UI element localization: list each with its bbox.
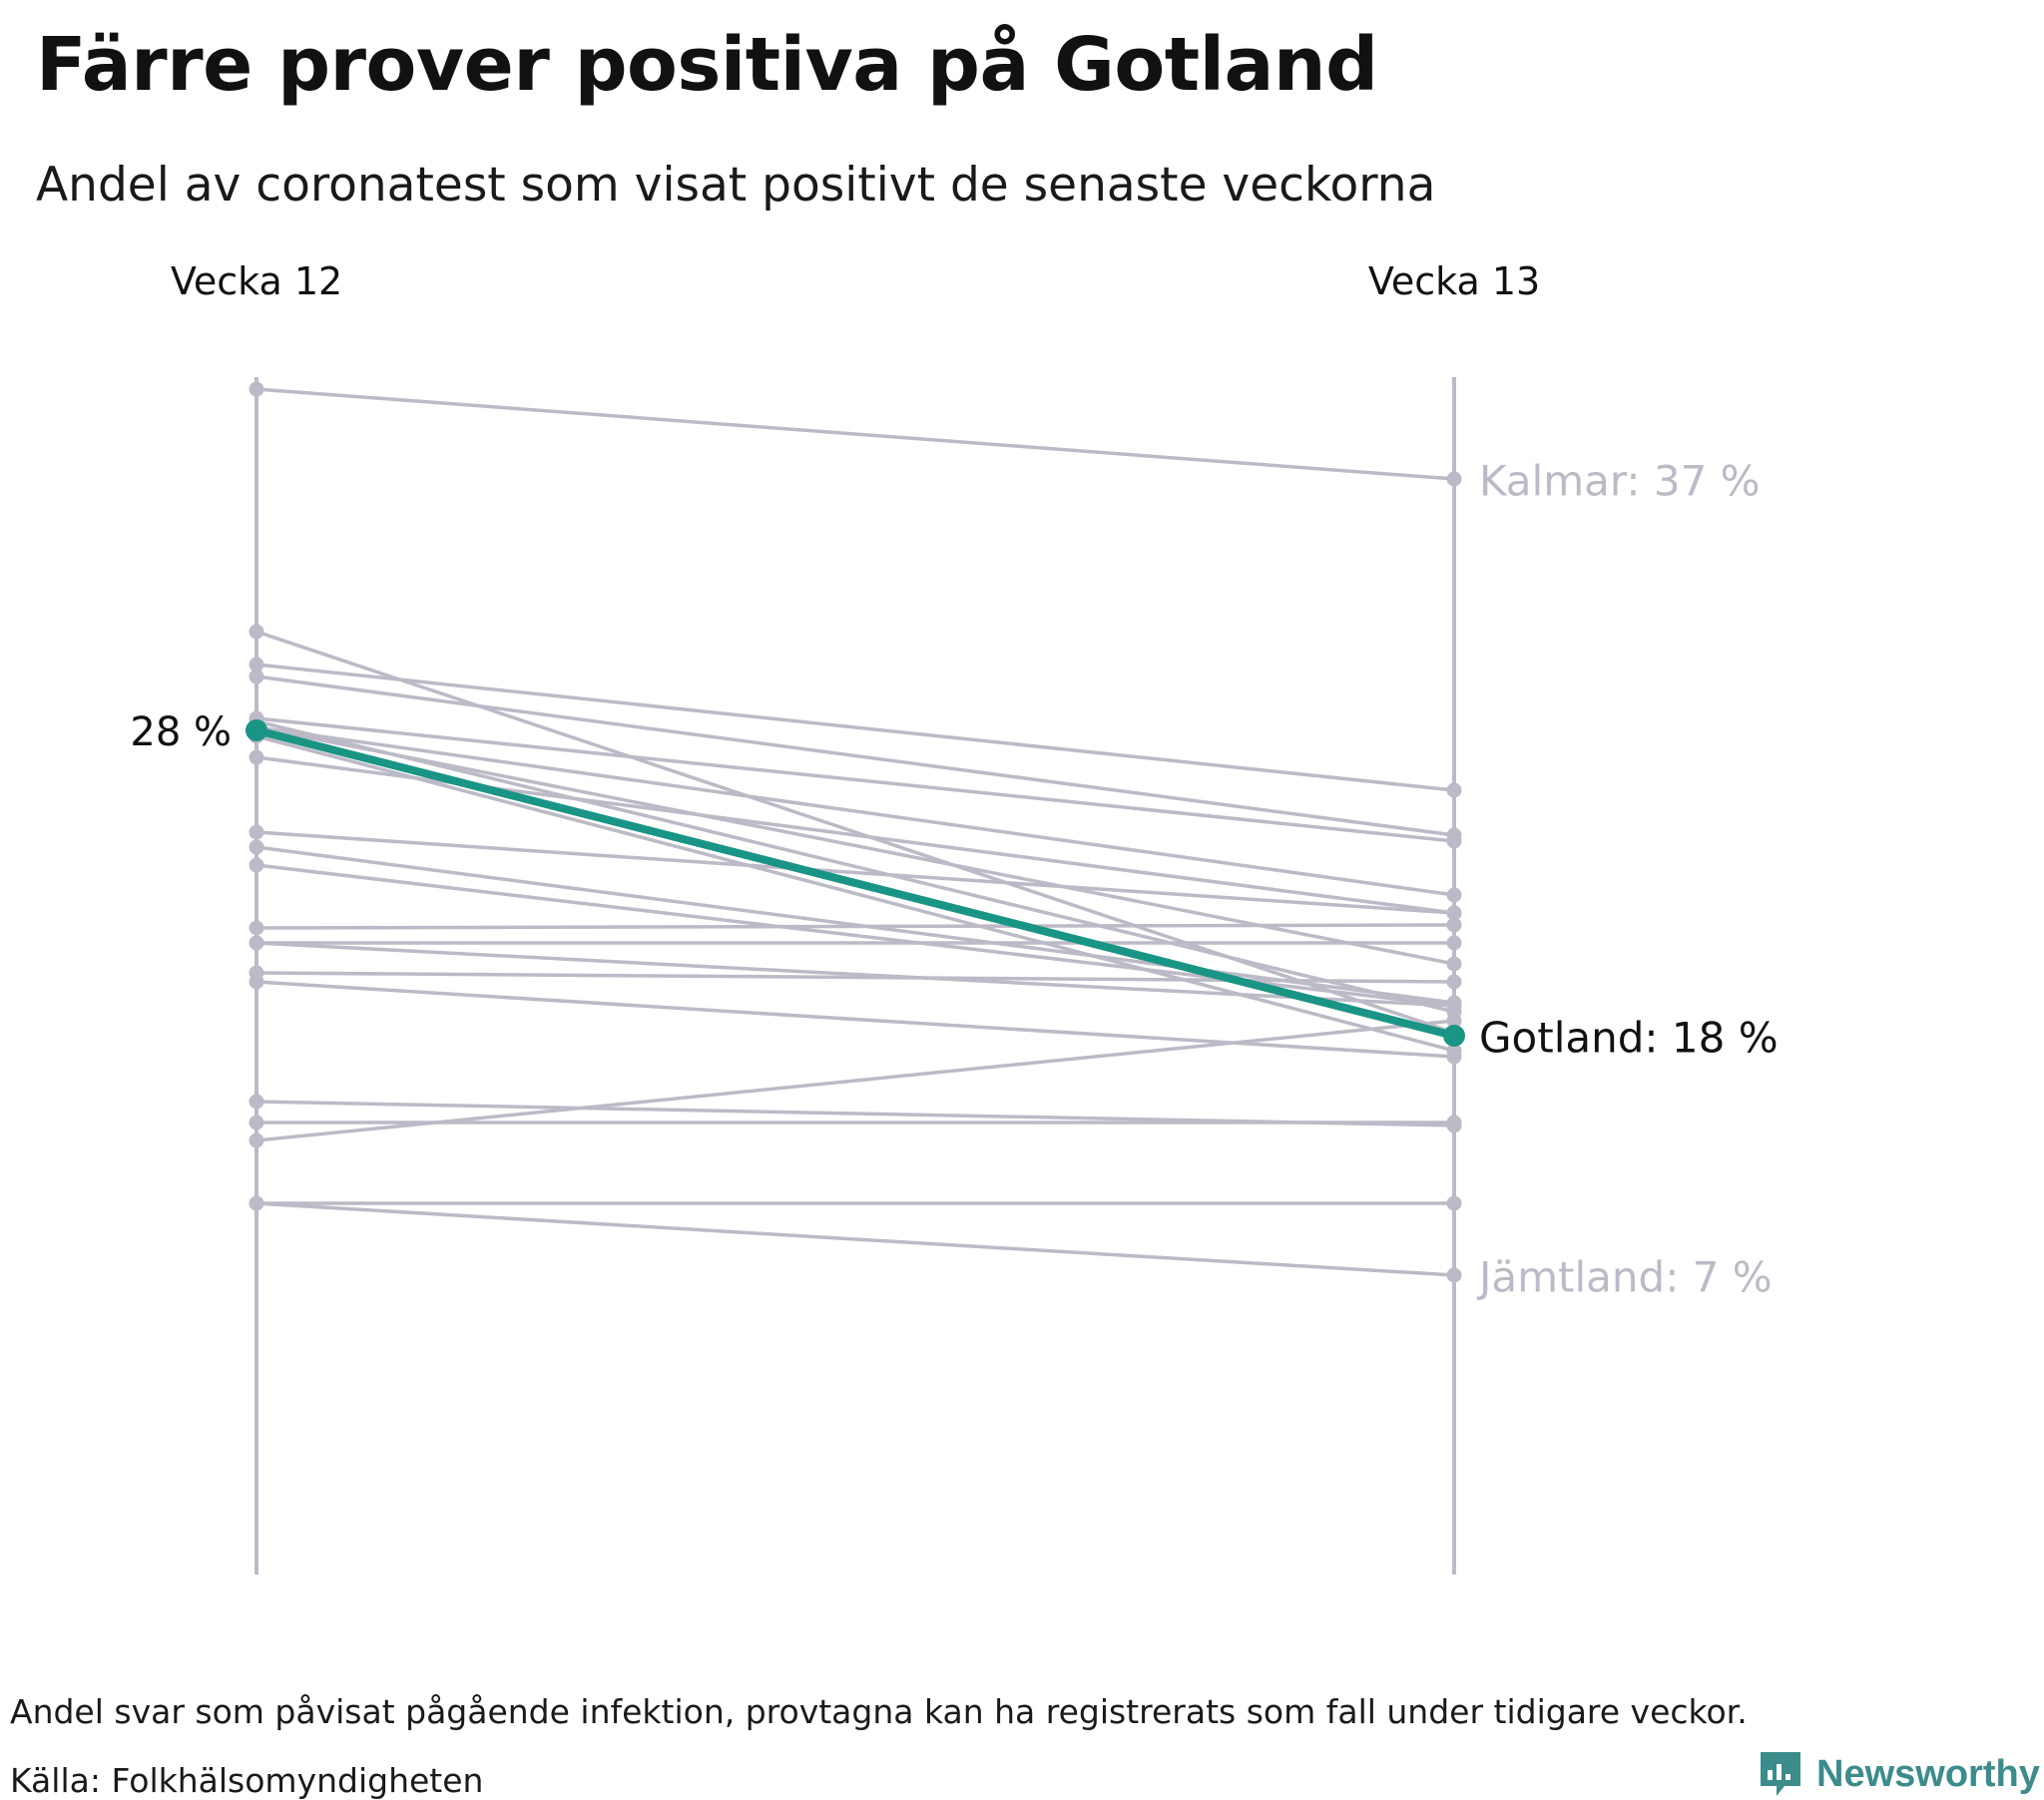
- slope-chart: Vecka 12 Vecka 13 28 % Kalmar: 37 % Gotl…: [130, 259, 1779, 1575]
- x-label-vecka-13: Vecka 13: [1368, 259, 1540, 303]
- point-20-end: [1446, 1043, 1462, 1059]
- point-17-end: [1446, 1195, 1462, 1211]
- start-value-label: 28 %: [130, 709, 232, 755]
- point-6-start: [249, 824, 264, 840]
- bar-chart-speech-bubble-icon: [1761, 1752, 1800, 1796]
- chart-subtitle: Andel av coronatest som visat positivt d…: [36, 158, 1436, 213]
- point-18-end: [1446, 956, 1462, 972]
- point-10-end: [1446, 935, 1462, 951]
- point-3-end: [1446, 833, 1462, 849]
- point-13-start: [249, 974, 264, 990]
- point-5-start: [249, 749, 264, 765]
- series-line-2: [256, 675, 1455, 837]
- brand-logo: Newsworthy: [1757, 1748, 2040, 1800]
- point-21-start: [249, 624, 264, 640]
- point-8-start: [249, 857, 264, 873]
- series-line-22: [256, 1201, 1455, 1277]
- point-11-start: [249, 935, 264, 951]
- series-line-18: [256, 725, 1455, 966]
- point-1-start: [249, 657, 264, 673]
- point-19-end: [1446, 1004, 1462, 1020]
- series-line-1: [256, 663, 1455, 792]
- series-line-20: [256, 734, 1455, 1053]
- kalmar-label: Kalmar: 37 %: [1479, 457, 1761, 506]
- point-22-start: [249, 1195, 264, 1211]
- point-12-end: [1446, 974, 1462, 990]
- point-16-start: [249, 1132, 264, 1148]
- chart-title: Färre prover positiva på Gotland: [36, 22, 1378, 108]
- point-14-start: [249, 1094, 264, 1110]
- footnote: Andel svar som påvisat pågående infektio…: [10, 1692, 1748, 1731]
- point-9-start: [249, 920, 264, 936]
- series-line-3: [256, 716, 1455, 843]
- point-15-start: [249, 1115, 264, 1130]
- point-2-start: [249, 669, 264, 684]
- point-22-end: [1446, 1267, 1462, 1283]
- series-line-gotland: [256, 726, 1455, 1040]
- point-15-end: [1446, 1115, 1462, 1130]
- series-line-6: [256, 830, 1455, 915]
- point-7-start: [249, 839, 264, 855]
- series-line-13: [256, 980, 1455, 1059]
- jamtland-label: Jämtland: 7 %: [1476, 1253, 1773, 1302]
- point-gotland-end: [1443, 1025, 1465, 1047]
- series-line-19: [256, 719, 1455, 1014]
- gotland-label: Gotland: 18 %: [1479, 1014, 1779, 1063]
- series-line-4: [256, 725, 1455, 897]
- series-line-11: [256, 941, 1455, 1008]
- x-label-vecka-12: Vecka 12: [171, 259, 342, 303]
- point-6-end: [1446, 905, 1462, 921]
- point-0-end: [1446, 471, 1462, 487]
- point-gotland-start: [246, 719, 267, 741]
- source-note: Källa: Folkhälsomyndigheten: [10, 1761, 484, 1800]
- series-line-12: [256, 971, 1455, 984]
- point-9-end: [1446, 917, 1462, 933]
- point-1-end: [1446, 782, 1462, 798]
- series-line-21: [256, 630, 1455, 1035]
- point-0-start: [249, 381, 264, 397]
- series-layer: [246, 381, 1465, 1283]
- series-line-16: [256, 1019, 1455, 1142]
- point-4-end: [1446, 887, 1462, 903]
- series-line-0: [256, 387, 1455, 481]
- brand-name: Newsworthy: [1816, 1752, 2040, 1795]
